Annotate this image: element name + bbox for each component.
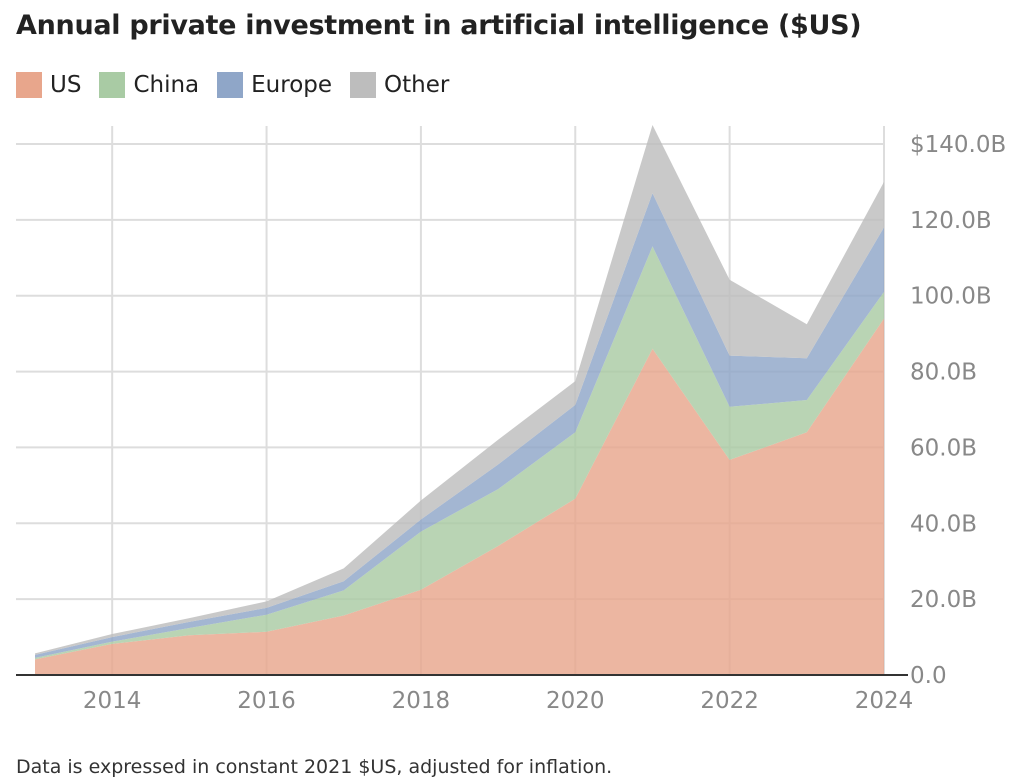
y-tick-label: 0.0 xyxy=(910,663,947,689)
chart-footnote: Data is expressed in constant 2021 $US, … xyxy=(16,756,613,778)
y-tick-label: $140.0B xyxy=(910,132,1006,158)
legend-item-us: US xyxy=(16,72,81,98)
x-tick-label: 2024 xyxy=(855,688,914,714)
legend-swatch-other xyxy=(350,72,377,98)
y-tick-label: 120.0B xyxy=(910,208,992,234)
chart-legend: US China Europe Other xyxy=(16,72,467,98)
legend-swatch-europe xyxy=(217,72,244,98)
x-tick-label: 2018 xyxy=(392,688,451,714)
y-tick-label: 20.0B xyxy=(910,587,977,613)
legend-item-other: Other xyxy=(350,72,449,98)
y-tick-label: 60.0B xyxy=(910,435,977,461)
legend-item-china: China xyxy=(99,72,199,98)
y-tick-label: 40.0B xyxy=(910,511,977,537)
legend-label-us: US xyxy=(50,72,82,98)
y-tick-label: 80.0B xyxy=(910,360,977,386)
chart-title: Annual private investment in artificial … xyxy=(16,10,862,41)
legend-label-other: Other xyxy=(384,72,450,98)
y-tick-label: 100.0B xyxy=(910,284,992,310)
legend-swatch-us xyxy=(16,72,42,98)
area-us xyxy=(35,318,884,675)
legend-label-china: China xyxy=(133,72,200,98)
area-china xyxy=(35,246,884,660)
legend-label-europe: Europe xyxy=(251,72,333,98)
x-tick-label: 2014 xyxy=(83,688,142,714)
legend-swatch-china xyxy=(99,72,126,98)
x-tick-label: 2020 xyxy=(546,688,605,714)
x-tick-label: 2022 xyxy=(700,688,759,714)
x-tick-label: 2016 xyxy=(237,688,296,714)
legend-item-europe: Europe xyxy=(217,72,332,98)
